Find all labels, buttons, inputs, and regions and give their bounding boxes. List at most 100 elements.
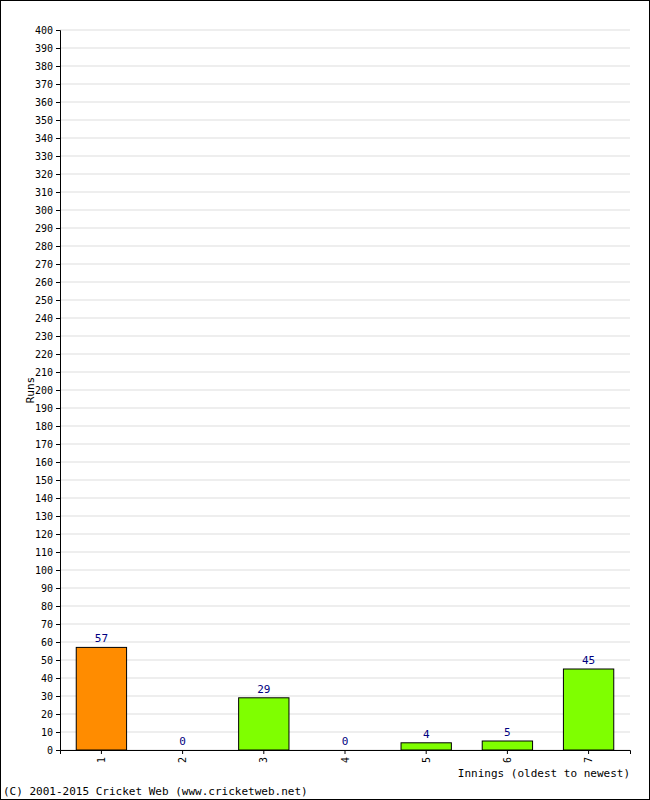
y-tick-label: 270 (35, 259, 53, 270)
y-tick-mark (56, 732, 60, 733)
y-tick-label: 0 (47, 745, 53, 756)
y-tick-mark (56, 606, 60, 607)
y-tick-mark (56, 102, 60, 103)
y-tick: 130 (35, 511, 60, 522)
x-tick-label: 6 (502, 757, 513, 763)
grid-line (60, 552, 630, 553)
y-tick-label: 360 (35, 97, 53, 108)
copyright-note: (C) 2001-2015 Cricket Web (www.cricketwe… (3, 785, 308, 798)
y-tick-label: 80 (41, 601, 53, 612)
x-tick-label: 7 (583, 757, 594, 763)
y-tick-label: 210 (35, 367, 53, 378)
x-tick-label: 2 (177, 757, 188, 763)
y-tick-mark (56, 156, 60, 157)
x-tick: 2 (177, 750, 188, 763)
y-tick-label: 20 (41, 709, 53, 720)
y-tick-mark (56, 678, 60, 679)
grid-line (60, 120, 630, 121)
y-tick: 70 (41, 619, 60, 630)
y-tick: 310 (35, 187, 60, 198)
y-tick-label: 130 (35, 511, 53, 522)
y-tick-label: 350 (35, 115, 53, 126)
x-axis-line (61, 751, 631, 755)
y-tick-mark (56, 516, 60, 517)
y-tick: 260 (35, 277, 60, 288)
grid-line (60, 84, 630, 85)
y-tick: 90 (41, 583, 60, 594)
y-tick: 60 (41, 637, 60, 648)
y-tick: 150 (35, 475, 60, 486)
x-tick: 4 (340, 750, 351, 763)
y-tick: 200 (35, 385, 60, 396)
y-tick-label: 70 (41, 619, 53, 630)
grid-line (60, 462, 630, 463)
y-tick: 100 (35, 565, 60, 576)
y-tick: 160 (35, 457, 60, 468)
data-label: 0 (179, 735, 186, 748)
plot: 0102030405060708090100110120130140150160… (35, 25, 631, 763)
y-tick-label: 280 (35, 241, 53, 252)
y-tick-mark (56, 300, 60, 301)
page-frame (1, 1, 650, 800)
grid-line (60, 336, 630, 337)
grid-line (60, 174, 630, 175)
y-tick: 330 (35, 151, 60, 162)
y-tick-mark (56, 246, 60, 247)
y-tick: 370 (35, 79, 60, 90)
grid-line (60, 102, 630, 103)
x-tick-label: 5 (421, 757, 432, 763)
y-tick: 230 (35, 331, 60, 342)
grid-line (60, 534, 630, 535)
grid-line (60, 246, 630, 247)
grid-line (60, 714, 630, 715)
grid-line (60, 228, 630, 229)
y-tick-mark (56, 444, 60, 445)
y-tick-label: 200 (35, 385, 53, 396)
y-tick: 50 (41, 655, 60, 666)
y-tick-label: 290 (35, 223, 53, 234)
bar (320, 750, 370, 751)
grid-line (60, 516, 630, 517)
y-axis-title: Runs (24, 377, 37, 404)
y-tick: 80 (41, 601, 60, 612)
bar (482, 741, 532, 750)
grid-line (60, 390, 630, 391)
y-tick-mark (56, 192, 60, 193)
x-tick: 5 (421, 750, 432, 763)
grid-line (60, 642, 630, 643)
x-tick-label: 4 (340, 757, 351, 763)
grid-line (60, 660, 630, 661)
y-tick-mark (56, 372, 60, 373)
grid-line (60, 264, 630, 265)
y-tick-label: 230 (35, 331, 53, 342)
y-tick-label: 240 (35, 313, 53, 324)
x-tick: 3 (258, 750, 269, 763)
y-tick-mark (56, 714, 60, 715)
bar (157, 750, 207, 751)
grid-line (60, 696, 630, 697)
grid-line (60, 66, 630, 67)
y-tick: 10 (41, 727, 60, 738)
y-tick-label: 400 (35, 25, 53, 36)
y-tick-mark (56, 264, 60, 265)
y-tick-label: 60 (41, 637, 53, 648)
data-label: 4 (423, 728, 430, 741)
chart-svg: 0102030405060708090100110120130140150160… (0, 0, 650, 800)
grid-line (60, 48, 630, 49)
y-tick: 190 (35, 403, 60, 414)
y-tick-label: 120 (35, 529, 53, 540)
grid-line (60, 426, 630, 427)
y-tick: 210 (35, 367, 60, 378)
y-tick: 250 (35, 295, 60, 306)
y-tick-mark (56, 660, 60, 661)
y-tick-label: 50 (41, 655, 53, 666)
data-labels: 5702904545 (95, 632, 595, 748)
y-tick-label: 10 (41, 727, 53, 738)
y-tick-mark (56, 498, 60, 499)
x-tick-mark (101, 750, 102, 754)
y-axis: 0102030405060708090100110120130140150160… (35, 25, 61, 756)
y-tick-mark (56, 120, 60, 121)
grid-line (60, 408, 630, 409)
y-tick-label: 190 (35, 403, 53, 414)
grid-line (60, 606, 630, 607)
